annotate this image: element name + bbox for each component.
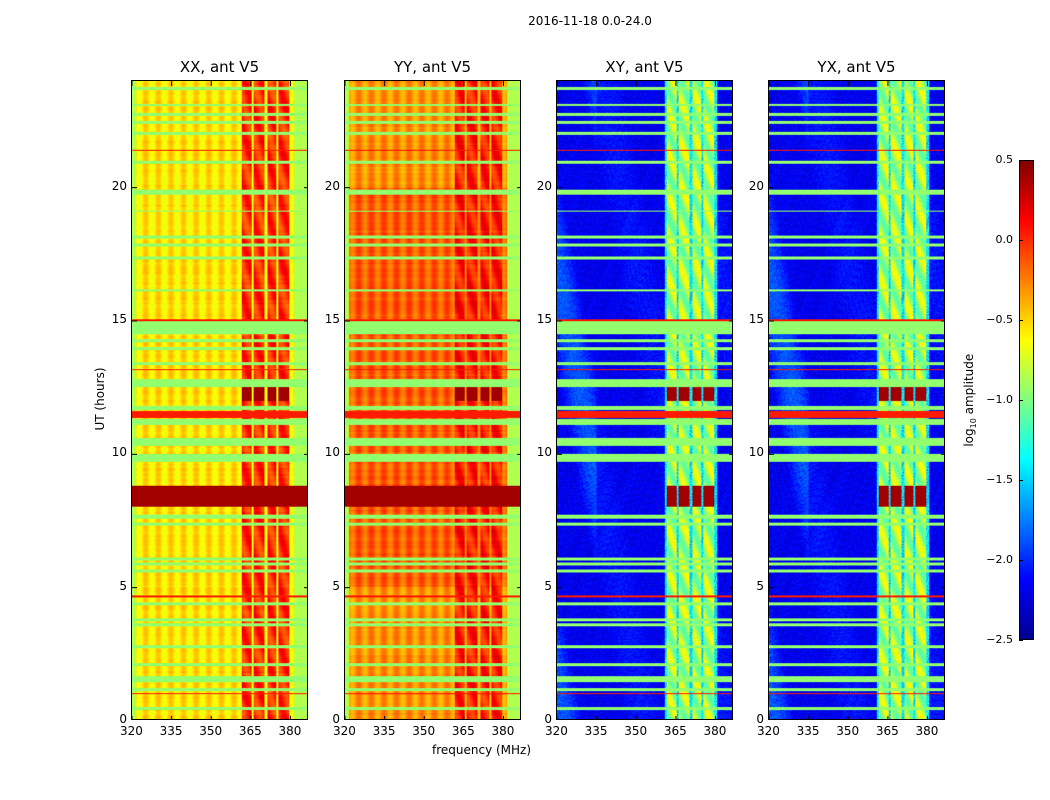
colorbar-tick-label: −2.5	[986, 633, 1013, 646]
x-axis-label: frequency (MHz)	[432, 743, 532, 757]
heatmap-image	[769, 81, 944, 719]
heatmap-image	[345, 81, 520, 719]
x-tick-label: 335	[584, 724, 608, 738]
x-tick-label: 380	[703, 724, 727, 738]
x-tick-label: 350	[199, 724, 223, 738]
heatmap-panel	[131, 80, 308, 720]
x-tick-label: 380	[491, 724, 515, 738]
y-tick-label: 20	[536, 178, 552, 193]
colorbar-tick-mark	[1019, 240, 1023, 241]
y-tick-label: 10	[536, 445, 552, 460]
x-tick-label: 335	[159, 724, 183, 738]
panel-title: YY, ant V5	[393, 58, 471, 76]
colorbar-tick-mark	[1019, 480, 1023, 481]
heatmap-panel	[768, 80, 945, 720]
y-tick-label: 15	[324, 312, 340, 326]
colorbar-tick-mark	[1019, 640, 1023, 641]
y-tick-label: 5	[332, 578, 340, 593]
heatmap-image	[557, 81, 732, 719]
x-tick-label: 320	[333, 724, 356, 738]
colorbar-tick-label: −2.0	[986, 553, 1013, 566]
heatmap-panel	[344, 80, 521, 720]
y-tick-label: 15	[748, 312, 764, 326]
heatmap-image	[132, 81, 307, 719]
colorbar-tick-label: 0.0	[995, 233, 1014, 246]
figure-title: 2016-11-18 0.0-24.0	[528, 14, 652, 28]
colorbar-tick-mark	[1019, 160, 1023, 161]
panel-title: XX, ant V5	[179, 58, 260, 76]
y-tick-label: 5	[544, 578, 552, 593]
colorbar-tick-label: −1.5	[986, 473, 1013, 486]
y-tick-label: 20	[748, 178, 764, 193]
x-tick-label: 335	[796, 724, 820, 738]
x-tick-label: 380	[278, 724, 302, 738]
x-tick-label: 320	[120, 724, 143, 738]
y-tick-label: 10	[111, 445, 127, 460]
panel-title: XY, ant V5	[605, 58, 684, 76]
x-tick-label: 365	[875, 724, 899, 738]
y-tick-label: 0	[332, 712, 340, 726]
y-tick-label: 5	[119, 578, 127, 593]
x-tick-label: 335	[372, 724, 396, 738]
x-tick-label: 320	[545, 724, 568, 738]
y-tick-label: 0	[544, 712, 552, 726]
x-tick-label: 365	[238, 724, 262, 738]
x-tick-label: 350	[624, 724, 648, 738]
colorbar-tick-mark	[1019, 400, 1023, 401]
x-tick-label: 365	[451, 724, 475, 738]
y-tick-label: 15	[111, 312, 127, 326]
y-tick-label: 20	[324, 178, 340, 193]
x-tick-label: 350	[412, 724, 436, 738]
y-tick-label: 10	[324, 445, 340, 460]
x-tick-label: 350	[836, 724, 860, 738]
colorbar-tick-mark	[1019, 560, 1023, 561]
x-tick-label: 365	[663, 724, 687, 738]
x-tick-label: 320	[757, 724, 780, 738]
colorbar-tick-label: 0.5	[995, 153, 1014, 166]
y-tick-label: 20	[111, 178, 127, 193]
panel-title: YX, ant V5	[817, 58, 896, 76]
colorbar-tick-mark	[1019, 320, 1023, 321]
y-tick-label: 10	[748, 445, 764, 460]
y-tick-label: 15	[536, 312, 552, 326]
colorbar-tick-label: −0.5	[986, 313, 1013, 326]
x-tick-label: 380	[915, 724, 939, 738]
colorbar-tick-label: −1.0	[986, 393, 1013, 406]
y-tick-label: 0	[756, 712, 764, 726]
y-axis-label: UT (hours)	[93, 367, 107, 431]
y-tick-label: 0	[119, 712, 127, 726]
heatmap-panel	[556, 80, 733, 720]
colorbar-label: log10 amplitude	[961, 353, 979, 447]
y-tick-label: 5	[756, 578, 764, 593]
